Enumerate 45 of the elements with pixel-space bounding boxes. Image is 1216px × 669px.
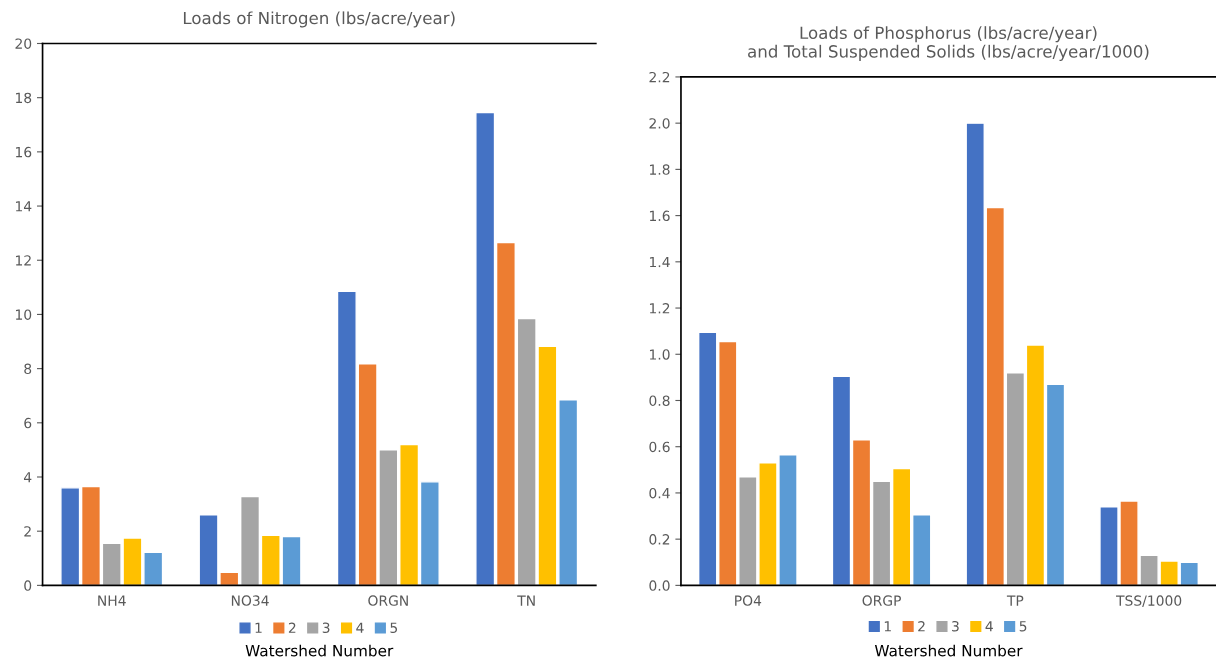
legend-label: 3 [322, 622, 330, 634]
y-tick-label: 4 [23, 472, 32, 483]
y-tick-label: 1.8 [649, 164, 670, 175]
y-tick-label: 0.0 [649, 580, 670, 591]
y-tick-label: 6 [24, 417, 32, 429]
legend-label: 5 [1019, 621, 1027, 632]
y-tick-label: 2.0 [649, 118, 670, 129]
x-tick-label: TSS/1000 [1116, 595, 1182, 607]
y-tick-label: 0 [24, 580, 32, 591]
x-tick-label: TN [517, 595, 535, 606]
y-tick-label: 2.2 [649, 71, 670, 83]
legend-label: 1 [255, 622, 262, 633]
legend-label: 5 [390, 622, 398, 634]
x-tick-label: PO4 [735, 595, 762, 606]
y-tick-label: 2 [24, 526, 31, 537]
chart-title: Loads of Nitrogen (lbs/acre/year) [183, 11, 455, 28]
y-tick-label: 18 [16, 92, 32, 104]
legend-label: 4 [985, 621, 993, 632]
y-tick-label: 0.6 [649, 441, 670, 453]
y-tick-label: 0.8 [649, 395, 670, 406]
x-tick-label: ORGP [862, 595, 901, 606]
legend-label: 4 [356, 622, 364, 633]
y-tick-label: 20 [15, 38, 32, 49]
y-tick-label: 14 [16, 201, 32, 212]
y-tick-label: 12 [16, 255, 31, 266]
legend-label: 2 [288, 622, 296, 633]
y-tick-label: 1.4 [649, 256, 670, 268]
chart-title: Loads of Phosphorus (lbs/acre/year) and Total Suspended Solids (lbs/acre/year/1000) [748, 26, 1149, 61]
x-axis-title: Watershed Number [874, 644, 1023, 657]
y-tick-label: 1.0 [649, 349, 670, 360]
x-tick-label: NH4 [98, 595, 126, 606]
y-tick-label: 8 [24, 363, 32, 375]
y-tick-label: 1.6 [649, 210, 670, 222]
y-tick-label: 0.4 [649, 487, 670, 499]
x-axis-title: Watershed Number [245, 644, 394, 657]
y-tick-label: 0.2 [649, 534, 670, 545]
legend-label: 2 [918, 621, 925, 632]
y-tick-label: 16 [16, 146, 32, 158]
x-tick-label: TP [1006, 595, 1024, 606]
y-tick-label: 1.2 [649, 303, 670, 314]
y-tick-label: 10 [16, 309, 32, 320]
legend-label: 1 [884, 621, 891, 632]
x-tick-label: ORGN [368, 595, 408, 606]
legend-label: 3 [952, 621, 959, 632]
x-tick-label: NO34 [231, 595, 269, 606]
